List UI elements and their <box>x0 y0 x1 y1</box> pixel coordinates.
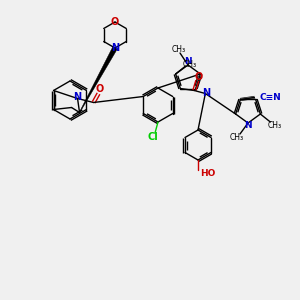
Text: N: N <box>202 88 210 98</box>
Text: Cl: Cl <box>148 132 158 142</box>
Text: CH₃: CH₃ <box>267 121 281 130</box>
Text: N: N <box>244 122 252 130</box>
Polygon shape <box>79 47 117 112</box>
Text: HO: HO <box>200 169 215 178</box>
Text: N: N <box>74 92 82 103</box>
Text: O: O <box>194 71 202 82</box>
Text: N: N <box>184 58 192 67</box>
Text: CH₃: CH₃ <box>183 61 197 70</box>
Text: C≡N: C≡N <box>260 93 281 102</box>
Text: O: O <box>95 85 104 94</box>
Text: CH₃: CH₃ <box>230 134 244 142</box>
Text: CH₃: CH₃ <box>172 44 186 53</box>
Text: O: O <box>111 17 119 27</box>
Text: N: N <box>111 43 119 53</box>
